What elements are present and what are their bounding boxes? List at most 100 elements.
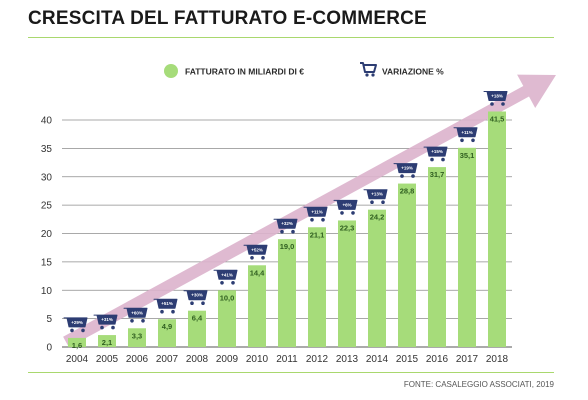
bar bbox=[158, 319, 176, 347]
bar-value-label: 10,0 bbox=[220, 293, 235, 302]
bar bbox=[428, 167, 446, 347]
cart-wheel bbox=[400, 174, 404, 178]
cart-wheel bbox=[231, 281, 235, 285]
cart-wheel bbox=[501, 102, 505, 106]
bar bbox=[368, 209, 386, 347]
y-tick-label: 35 bbox=[41, 144, 53, 155]
cart-wheel bbox=[321, 218, 325, 222]
variation-cart: +41% bbox=[213, 269, 238, 285]
cart-wheel bbox=[111, 325, 115, 330]
cart-wheel bbox=[220, 281, 224, 285]
cart-wheel bbox=[141, 319, 145, 323]
shopping-cart-icon bbox=[273, 218, 298, 229]
cart-wheel bbox=[190, 301, 194, 305]
bar-value-label: 22,3 bbox=[340, 223, 355, 232]
shopping-cart-icon bbox=[453, 127, 478, 138]
shopping-cart-icon bbox=[213, 269, 238, 280]
x-tick-label: 2014 bbox=[366, 354, 389, 365]
variation-label: +18% bbox=[491, 94, 503, 99]
y-tick-label: 40 bbox=[41, 116, 53, 127]
x-tick-label: 2008 bbox=[186, 354, 209, 365]
x-tick-label: 2007 bbox=[156, 354, 179, 365]
variation-label: +6% bbox=[342, 202, 351, 207]
shopping-cart-icon bbox=[153, 298, 178, 309]
cart-wheel bbox=[250, 256, 254, 260]
footer-divider bbox=[28, 372, 554, 373]
cart-wheel bbox=[201, 301, 205, 305]
bar-value-label: 19,0 bbox=[280, 242, 295, 251]
variation-label: +11% bbox=[311, 209, 322, 214]
variation-cart: +6% bbox=[333, 199, 358, 215]
bar-value-label: 6,4 bbox=[192, 314, 203, 323]
cart-wheel bbox=[280, 229, 284, 234]
x-tick-label: 2016 bbox=[426, 354, 449, 365]
cart-wheel bbox=[171, 309, 175, 314]
x-tick-label: 2009 bbox=[216, 354, 239, 365]
variation-cart: +19% bbox=[393, 163, 418, 178]
cart-wheel bbox=[70, 328, 74, 333]
shopping-cart-icon bbox=[483, 91, 508, 101]
x-tick-label: 2006 bbox=[126, 354, 149, 365]
shopping-cart-icon bbox=[303, 206, 328, 217]
variation-cart: +18% bbox=[483, 91, 508, 106]
shopping-cart-icon bbox=[93, 314, 118, 325]
bar bbox=[68, 337, 86, 347]
variation-cart: +31% bbox=[93, 314, 118, 330]
green-circle-icon bbox=[164, 64, 178, 78]
cart-wheel bbox=[261, 256, 265, 260]
bar bbox=[98, 335, 116, 347]
variation-cart: +11% bbox=[303, 206, 328, 222]
shopping-cart-icon bbox=[123, 307, 148, 318]
cart-wheel bbox=[130, 319, 134, 323]
bar-value-label: 21,1 bbox=[310, 230, 325, 239]
cart-wheel bbox=[430, 157, 434, 162]
variation-label: +41% bbox=[221, 272, 233, 277]
cart-wheel bbox=[160, 309, 164, 314]
cart-wheel bbox=[371, 73, 375, 77]
x-tick-label: 2011 bbox=[276, 354, 298, 365]
variation-cart: +32% bbox=[273, 218, 298, 234]
variation-cart: +52% bbox=[243, 244, 268, 260]
bar-value-label: 41,5 bbox=[490, 114, 505, 123]
cart-wheel bbox=[460, 138, 464, 143]
cart-wheel bbox=[351, 211, 355, 215]
variation-cart: +15% bbox=[423, 146, 448, 162]
bar-value-label: 2,1 bbox=[102, 338, 112, 347]
shopping-cart-icon bbox=[423, 146, 448, 157]
variation-cart: +11% bbox=[453, 127, 478, 143]
title-underline bbox=[28, 37, 554, 38]
x-tick-label: 2012 bbox=[306, 354, 329, 365]
y-tick-label: 5 bbox=[46, 314, 52, 325]
y-tick-label: 30 bbox=[41, 172, 53, 183]
y-tick-label: 10 bbox=[41, 286, 53, 297]
bar bbox=[218, 290, 236, 347]
variation-label: +60% bbox=[131, 310, 143, 315]
shopping-cart-icon bbox=[333, 199, 358, 210]
x-tick-label: 2005 bbox=[96, 354, 119, 365]
cart-wheel bbox=[100, 325, 104, 330]
x-tick-label: 2004 bbox=[66, 354, 89, 365]
shopping-cart-icon bbox=[360, 62, 377, 77]
y-tick-label: 0 bbox=[46, 343, 52, 354]
bar-value-label: 14,4 bbox=[250, 268, 265, 277]
shopping-cart-icon bbox=[183, 290, 208, 301]
bar-value-label: 31,7 bbox=[430, 170, 445, 179]
variation-cart: +13% bbox=[363, 189, 388, 204]
bar-value-label: 24,2 bbox=[370, 213, 385, 222]
cart-wheel bbox=[310, 218, 314, 222]
x-tick-label: 2018 bbox=[486, 354, 509, 365]
variation-label: +30% bbox=[191, 293, 203, 298]
bar bbox=[188, 310, 206, 347]
cart-wheel bbox=[340, 211, 344, 215]
cart-wheel bbox=[370, 200, 374, 204]
legend: FATTURATO IN MILIARDI DI € VARIAZIONE % bbox=[164, 62, 444, 78]
bar bbox=[458, 147, 476, 347]
variation-label: +19% bbox=[401, 166, 413, 171]
bar bbox=[128, 328, 146, 347]
bar-value-label: 35,1 bbox=[460, 151, 475, 160]
bar-value-label: 3,3 bbox=[132, 331, 142, 340]
shopping-cart-icon bbox=[363, 189, 388, 200]
variation-label: +52% bbox=[251, 247, 263, 252]
variation-label: +13% bbox=[371, 192, 383, 197]
